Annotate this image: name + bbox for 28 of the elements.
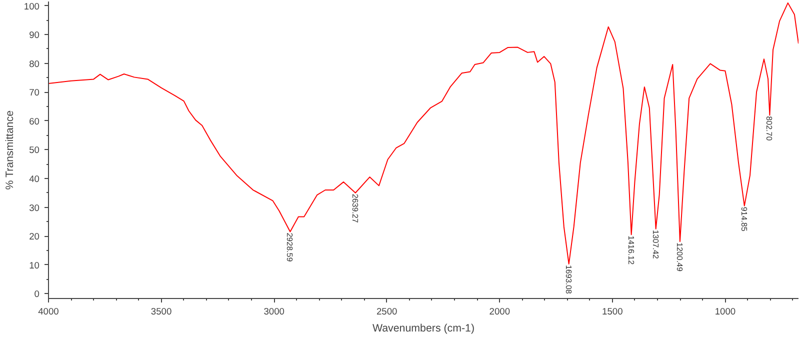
x-tick-label: 2000 (489, 306, 510, 316)
y-tick-label: 90 (29, 30, 40, 40)
y-tick-label: 80 (29, 58, 40, 69)
x-tick-label: 4000 (38, 306, 59, 316)
y-tick-label: 40 (29, 174, 40, 184)
y-tick-label: 0 (34, 289, 40, 300)
annotation: 1416.12 (626, 236, 636, 266)
x-axis-title: Wavenumbers (cm-1) (372, 322, 475, 334)
annotation: 914.85 (739, 206, 748, 232)
y-tick-label: 30 (29, 202, 40, 213)
x-tick-label: 3500 (150, 306, 172, 316)
x-tick-label: 2500 (376, 306, 398, 316)
x-tick-label: 1500 (602, 306, 623, 316)
x-tick-label: 1000 (714, 306, 736, 316)
x-tick-label: 3000 (264, 306, 284, 316)
y-tick-label: 20 (29, 232, 40, 242)
annotation: 1693.08 (564, 264, 573, 294)
y-tick-label: 50 (29, 145, 40, 156)
y-tick-label: 60 (29, 116, 40, 126)
annotation: 1307.42 (650, 230, 660, 260)
annotation: 2928.59 (285, 232, 294, 262)
y-tick-label: 10 (29, 260, 40, 270)
annotation: 2639.27 (350, 194, 360, 224)
y-axis-title: % Transmittance (4, 110, 16, 190)
annotation: 802.70 (764, 116, 774, 142)
y-tick-label: 70 (29, 88, 40, 98)
annotation: 1200.49 (674, 242, 684, 272)
y-tick-label: 100 (24, 1, 40, 12)
